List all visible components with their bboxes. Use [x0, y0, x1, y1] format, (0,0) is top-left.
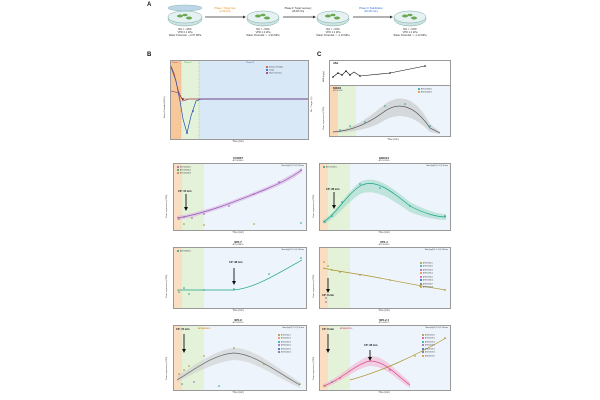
gene-panel-3-ylabel: Gene expression (TPM)	[166, 274, 168, 298]
gene-panel-3: CP: 38 min Slow (logFC) 1.6 @ 240 min AT…	[173, 247, 307, 309]
panel-c-aba-ylabel: ABA (ng/g)	[323, 71, 325, 82]
gene-panel-4-sub: AT3G55330	[378, 244, 390, 246]
gene-panel-4-svg	[320, 248, 450, 308]
gene-panel-2-ylabel: Gene expression (TPM)	[313, 194, 315, 218]
gene-panel-4-ylabel: Gene expression (TPM)	[313, 274, 315, 298]
panel-b-svg	[170, 61, 308, 139]
gene-panel-5: CP: 15 min AT2G42200.2 Slow (logFC) 1.3 …	[173, 325, 307, 391]
gene-panel-1-ylabel: Gene expression (TPM)	[166, 194, 168, 218]
figure: A Phase I: Tu	[133, 0, 467, 400]
gene-panel-5-sub: AT2G42200	[232, 322, 244, 324]
gene-panel-2-stat: Slow (logFC) 1.4 @ 30 min	[426, 165, 448, 167]
panel-c-aba-svg	[332, 65, 426, 78]
gene-panel-6-ylabel: Gene expression (TPM)	[313, 356, 315, 380]
panel-b-phase-2: Phase II	[184, 62, 192, 64]
gene-panel-5-cp: CP: 15 min	[176, 328, 190, 331]
panel-b-phase-3: Phase III	[246, 62, 254, 64]
panel-c-aba-title: ABA	[333, 62, 339, 65]
gene-panel-1-svg	[174, 164, 306, 230]
gene-panel-4: CP: 8 min Slow (logFC) -1.4 @ 240 min AT…	[319, 247, 451, 309]
gene-panel-1-xlabel: Time (min)	[232, 231, 244, 234]
gene-panel-1-legend: AT1G20440.1 AT1G20440.2 AT1G20440.3	[177, 166, 191, 174]
gene-panel-3-xlabel: Time (min)	[232, 309, 244, 312]
panel-c-nced3-plot: NCED3 AT3G14440 AT3G14440.1 AT3G14440.2	[329, 85, 451, 137]
panel-b-phase-1: Phase I	[172, 62, 179, 64]
panel-c-xlabel: Time (min)	[387, 138, 399, 141]
panel-c-legend: AT3G14440.1 AT3G14440.2	[418, 88, 432, 94]
gene-panel-2-title: ERD14	[379, 156, 389, 160]
gene-panel-4-legend: AT3G55330.1 AT3G55330.2 AT3G55330.3 AT3G…	[420, 262, 433, 289]
gene-panel-6-highlight: AT5G43270.2	[340, 328, 353, 330]
stage-arrows	[205, 15, 393, 19]
panel-b-xlabel: Time (min)	[232, 140, 244, 143]
gene-panel-4-stat: Slow (logFC) -1.4 @ 240 min	[424, 249, 448, 251]
phase-1-band	[171, 61, 181, 139]
gene-panel-6-svg	[320, 326, 450, 390]
gene-panel-2-cp: CP: 28 min	[326, 188, 340, 191]
gene-panel-5-ylabel: Gene expression (TPM)	[166, 356, 168, 380]
gene-panel-4-xlabel: Time (min)	[378, 309, 390, 312]
gene-panel-5-xlabel: Time (min)	[232, 391, 244, 394]
gene-panel-3-legend: AT5G18830.1	[177, 250, 191, 253]
gene-panel-2: CP: 28 min Slow (logFC) 1.4 @ 30 min AT1…	[319, 163, 451, 231]
panel-c-nced3-svg	[330, 86, 450, 136]
gene-panel-1-sub: AT1G20440	[232, 160, 244, 162]
gene-panel-2-legend: AT1G76180.1	[323, 166, 337, 169]
gene-panel-5-svg	[174, 326, 306, 390]
petri-dish-4	[393, 10, 427, 27]
gene-panel-3-sub: AT5G18830	[232, 244, 244, 246]
phase-2-band	[181, 61, 199, 139]
gene-panel-5-highlight: AT2G42200.2	[198, 328, 211, 330]
petri-dish-3	[316, 10, 350, 27]
dish-label-1: RH = ~95% VPD 0.1 kPa Water Potential: ~-0…	[168, 28, 202, 37]
gene-panel-5-title: SPL9	[234, 318, 242, 322]
arrow-label-3: Phase III: Stabilization (60-240 min)	[359, 7, 383, 13]
gene-panel-1-cp: CP: 15 min	[178, 190, 192, 193]
arrow-label-2: Phase II: Turgor recovery (15-60 min)	[284, 7, 312, 13]
panel-label-b: B	[147, 52, 152, 58]
gene-panel-6-xlabel: Time (min)	[378, 391, 390, 394]
gene-panel-1: CP: 15 min Slow (logFC) 2.3 @ 240 min AT…	[173, 163, 307, 231]
gene-panel-4-title: PPL1	[380, 240, 388, 244]
phase-3-band	[199, 61, 308, 139]
panel-b-legend: Relative Humidity Turgor Water Potential	[266, 66, 283, 74]
gene-panel-2-xlabel: Time (min)	[378, 231, 390, 234]
gene-panel-6-legend: AT5G43270.1 AT5G43270.2 AT5G43270.3 AT5G…	[422, 334, 435, 358]
panel-a-graphics	[167, 4, 427, 27]
dish-label-3: RH = ~50% VPD 1.2 kPa Water Potential: ≈ -…	[316, 28, 350, 37]
panel-c-aba-plot: ABA	[329, 60, 451, 86]
gene-panel-3-stat: Slow (logFC) 1.6 @ 240 min	[281, 249, 304, 251]
gene-panel-6: CP: 8 min CP: 28 min AT5G43270.2 Slow (l…	[319, 325, 451, 391]
gene-panel-6-title: SPL2.1	[378, 318, 389, 322]
panel-b-ylabel-right: RH / Turgor (%)	[311, 96, 313, 112]
panel-c-nced3-sub: AT3G14440	[333, 90, 343, 92]
gene-panel-2-svg	[320, 164, 450, 230]
gene-panel-3-svg	[174, 248, 306, 308]
gene-panel-1-stat: Slow (logFC) 2.3 @ 240 min	[281, 165, 304, 167]
gene-panel-3-cp: CP: 38 min	[229, 261, 243, 264]
petri-dish-2	[246, 10, 280, 27]
panel-b-ylabel-left: Water Potential (MPa)	[164, 96, 166, 118]
gene-panel-6-sub: AT5G43270	[378, 322, 390, 324]
gene-panel-1-title: COR47	[232, 156, 243, 160]
gene-panel-4-cp: CP: 8 min	[322, 294, 334, 297]
panel-c-ylabel: Gene expression (TPM)	[323, 106, 325, 130]
panel-b-plot: Phase I Phase II Phase III Relative Humi…	[170, 60, 309, 140]
gene-panel-6-cp: CP: 8 min	[322, 328, 334, 331]
panel-label-a: A	[147, 2, 152, 8]
arrow-label-1: Phase I: Turgor loss (0-15 min)	[214, 7, 236, 13]
gene-panel-6-stat: Slow (logFC) 1.8 @ 240 min	[425, 327, 448, 329]
panel-c-nced3-title: NCED3	[333, 87, 342, 90]
gene-panel-5-legend: AT2G42200.1 AT2G42200.2 AT2G42200.3 AT2G…	[278, 334, 291, 355]
gene-panel-3-title: SPL7	[234, 240, 242, 244]
water-potential-series	[170, 90, 308, 102]
gene-panel-5-stat: Slow (logFC) 1.3 @ 90 min	[282, 327, 304, 329]
dish-label-4: RH = ~50% VPD 1.2 kPa Water Potential: ≈ -…	[393, 28, 427, 37]
gene-panel-2-sub: AT1G76180	[378, 160, 390, 162]
petri-dish-1	[167, 4, 203, 27]
gene-panel-6-cp2: CP: 28 min	[364, 344, 378, 347]
panel-label-c: C	[317, 52, 322, 58]
dish-label-2: RH = ~50% VPD 1.2 kPa Water Potential: ≈ -…	[246, 28, 280, 37]
